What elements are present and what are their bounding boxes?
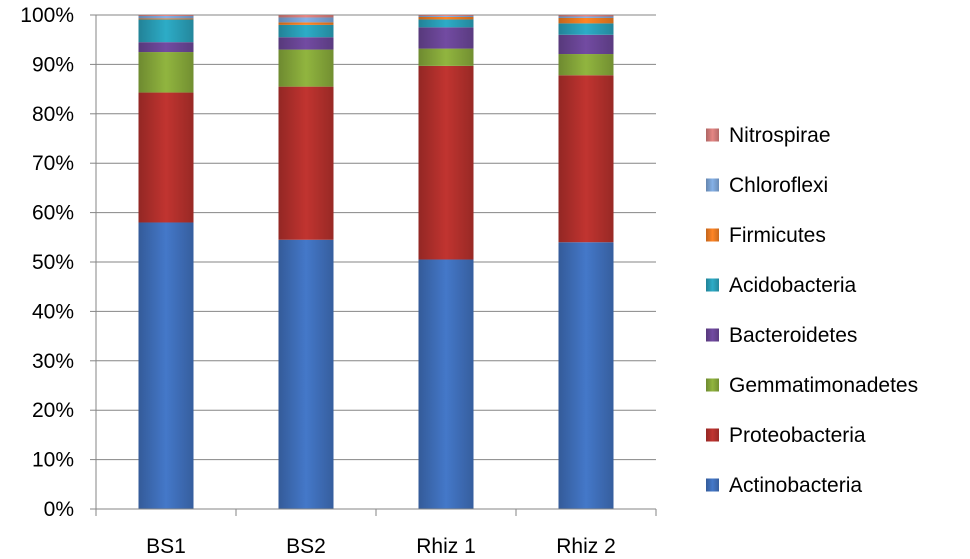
y-tick-label: 90%: [32, 53, 74, 76]
bar-segment-proteobacteria: [278, 86, 334, 240]
bar-segment-nitrospirae: [418, 15, 474, 16]
y-tick-label: 10%: [32, 449, 74, 472]
bar-segment-actinobacteria: [278, 239, 334, 509]
legend-swatch: [706, 378, 719, 392]
legend-label: Actinobacteria: [729, 474, 862, 497]
bar-segment-nitrospirae: [558, 15, 614, 17]
bar-segment-nitrospirae: [278, 15, 334, 18]
legend-swatch: [706, 328, 719, 342]
legend-label: Gemmatimonadetes: [729, 374, 918, 397]
y-tick-label: 100%: [20, 4, 74, 27]
y-tick-label: 20%: [32, 399, 74, 422]
bar-segment-firmicutes: [278, 22, 334, 25]
bar-segment-chloroflexi: [278, 17, 334, 23]
bar-segment-bacteroidetes: [138, 42, 194, 53]
bar-segment-acidobacteria: [278, 24, 334, 38]
legend-item: Bacteroidetes: [706, 324, 857, 347]
x-tick-labels: BS1 BS2 Rhiz 1 Rhiz 2: [146, 535, 616, 558]
legend-item: Firmicutes: [706, 224, 826, 247]
legend-swatch: [706, 128, 719, 142]
legend-item: Acidobacteria: [706, 274, 857, 297]
x-tick-label: BS2: [286, 535, 326, 558]
y-tick-label: 0%: [44, 498, 74, 521]
bar-segment-firmicutes: [418, 16, 474, 20]
x-tick-label: BS1: [146, 535, 186, 558]
legend-swatch: [706, 228, 719, 242]
bar-segment-acidobacteria: [418, 19, 474, 28]
bar-segment-gemmatimonadetes: [418, 48, 474, 66]
bar-segment-gemmatimonadetes: [558, 54, 614, 76]
bar-segment-firmicutes: [558, 17, 614, 24]
legend-item: Proteobacteria: [706, 424, 866, 447]
legend-label: Chloroflexi: [729, 174, 828, 197]
y-tick-labels: 0% 10% 20% 30% 40% 50% 60% 70% 80% 90% 100%: [20, 4, 74, 521]
legend-swatch: [706, 278, 719, 292]
bar-segment-gemmatimonadetes: [278, 49, 334, 87]
bar-segment-proteobacteria: [418, 65, 474, 260]
legend-label: Bacteroidetes: [729, 324, 857, 347]
bar-segment-chloroflexi: [138, 15, 194, 19]
legend-swatch: [706, 178, 719, 192]
bar-segment-bacteroidetes: [418, 27, 474, 49]
y-tick-label: 80%: [32, 103, 74, 126]
legend-label: Proteobacteria: [729, 424, 866, 447]
bar-segment-bacteroidetes: [278, 37, 334, 50]
legend-label: Firmicutes: [729, 224, 826, 247]
legend-item: Chloroflexi: [706, 174, 828, 197]
legend-swatch: [706, 478, 719, 492]
bar-segment-firmicutes: [138, 18, 194, 20]
bar-segment-proteobacteria: [138, 92, 194, 223]
legend: Nitrospirae Chloroflexi Firmicutes Acidobac…: [706, 124, 918, 497]
axes: [95, 15, 657, 516]
bar-segment-actinobacteria: [418, 259, 474, 509]
legend-label: Nitrospirae: [729, 124, 831, 147]
x-tick-label: Rhiz 1: [416, 535, 476, 558]
bar-segment-proteobacteria: [558, 75, 614, 243]
legend-label: Acidobacteria: [729, 274, 857, 297]
legend-item: Actinobacteria: [706, 474, 862, 497]
x-tick-label: Rhiz 2: [556, 535, 616, 558]
y-tick-label: 30%: [32, 350, 74, 373]
bar-segment-chloroflexi: [418, 15, 474, 17]
bar-segment-nitrospirae: [138, 15, 194, 16]
bar-segment-acidobacteria: [138, 19, 194, 43]
y-tick-label: 50%: [32, 251, 74, 274]
bar-segment-acidobacteria: [558, 23, 614, 35]
bars: [138, 15, 614, 510]
bar-segment-bacteroidetes: [558, 34, 614, 55]
bar-segment-gemmatimonadetes: [138, 52, 194, 93]
y-tick-label: 70%: [32, 152, 74, 175]
y-tick-label: 60%: [32, 202, 74, 225]
legend-item: Nitrospirae: [706, 124, 831, 147]
legend-swatch: [706, 428, 719, 442]
bar-segment-chloroflexi: [558, 16, 614, 18]
bar-segment-actinobacteria: [138, 222, 194, 510]
y-tick-label: 40%: [32, 300, 74, 323]
bar-segment-actinobacteria: [558, 242, 614, 510]
legend-item: Gemmatimonadetes: [706, 374, 918, 397]
